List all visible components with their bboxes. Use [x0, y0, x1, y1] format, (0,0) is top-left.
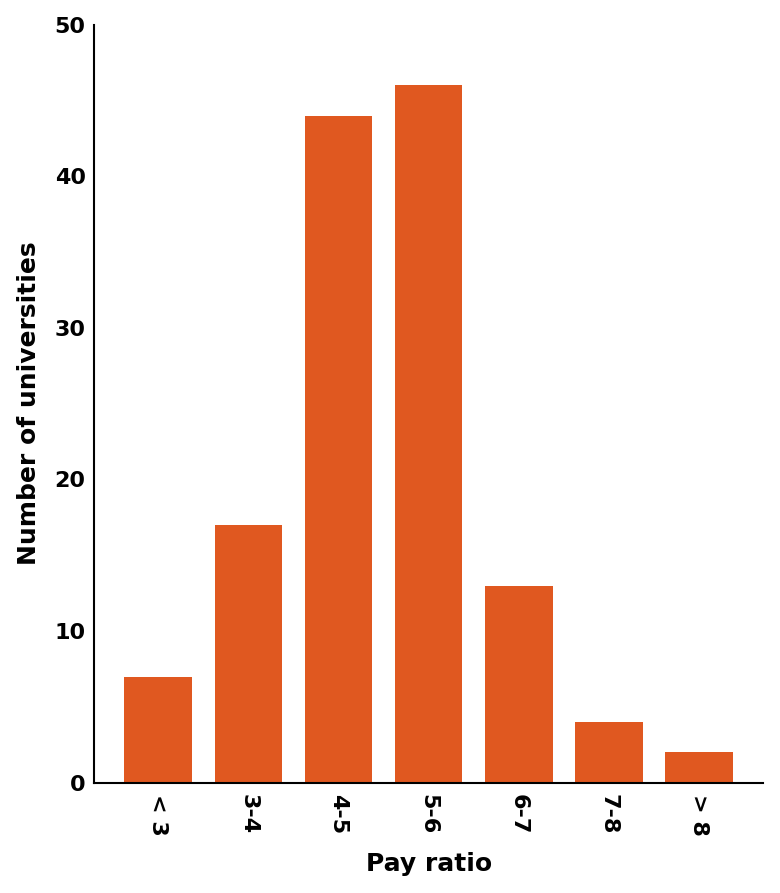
Y-axis label: Number of universities: Number of universities — [16, 242, 41, 565]
Bar — [215, 525, 282, 782]
Bar — [485, 586, 552, 782]
Bar — [665, 753, 733, 782]
Bar — [305, 115, 372, 782]
Bar — [125, 677, 192, 782]
Bar — [575, 722, 643, 782]
X-axis label: Pay ratio: Pay ratio — [366, 852, 491, 876]
Bar — [395, 86, 463, 782]
